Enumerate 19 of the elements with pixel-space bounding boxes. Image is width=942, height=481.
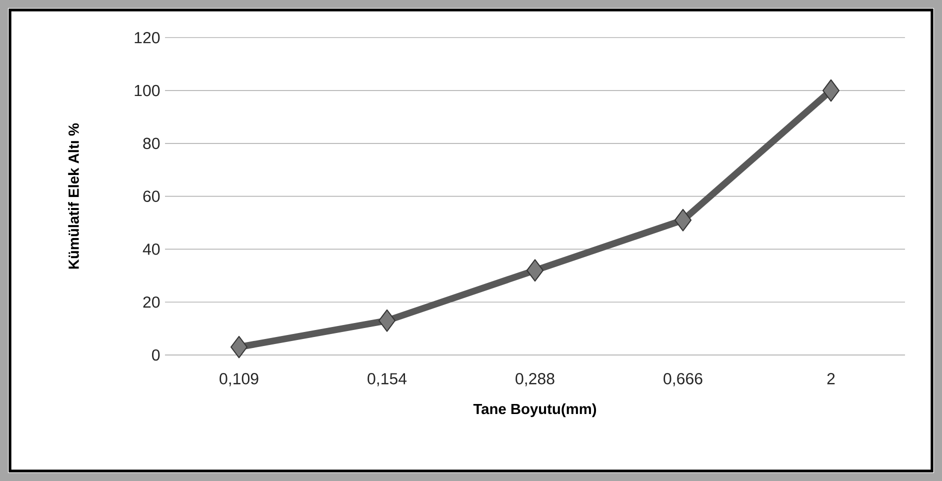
x-axis-title: Tane Boyutu(mm)	[473, 403, 596, 418]
y-axis-title: Kümülatif Elek Altı %	[68, 123, 79, 269]
point	[822, 79, 840, 102]
y-tick-label: 60	[143, 190, 160, 202]
y-tick-label: 100	[134, 84, 160, 96]
x-tick-label: 0,154	[368, 373, 407, 386]
x-tick-label: 2	[827, 373, 835, 384]
x-tick-label: 0,109	[220, 373, 258, 386]
point	[378, 309, 396, 332]
point	[526, 259, 544, 282]
x-tick-label: 0,288	[516, 373, 554, 386]
y-tick-label: 20	[143, 296, 160, 308]
y-tick-label: 40	[142, 244, 160, 255]
point	[674, 208, 692, 232]
y-tick-label: 120	[134, 32, 160, 44]
x-tick-label: 0,666	[664, 373, 702, 386]
y-tick-label: 80	[143, 138, 160, 150]
point	[230, 336, 248, 358]
y-tick-label: 0	[152, 349, 160, 361]
